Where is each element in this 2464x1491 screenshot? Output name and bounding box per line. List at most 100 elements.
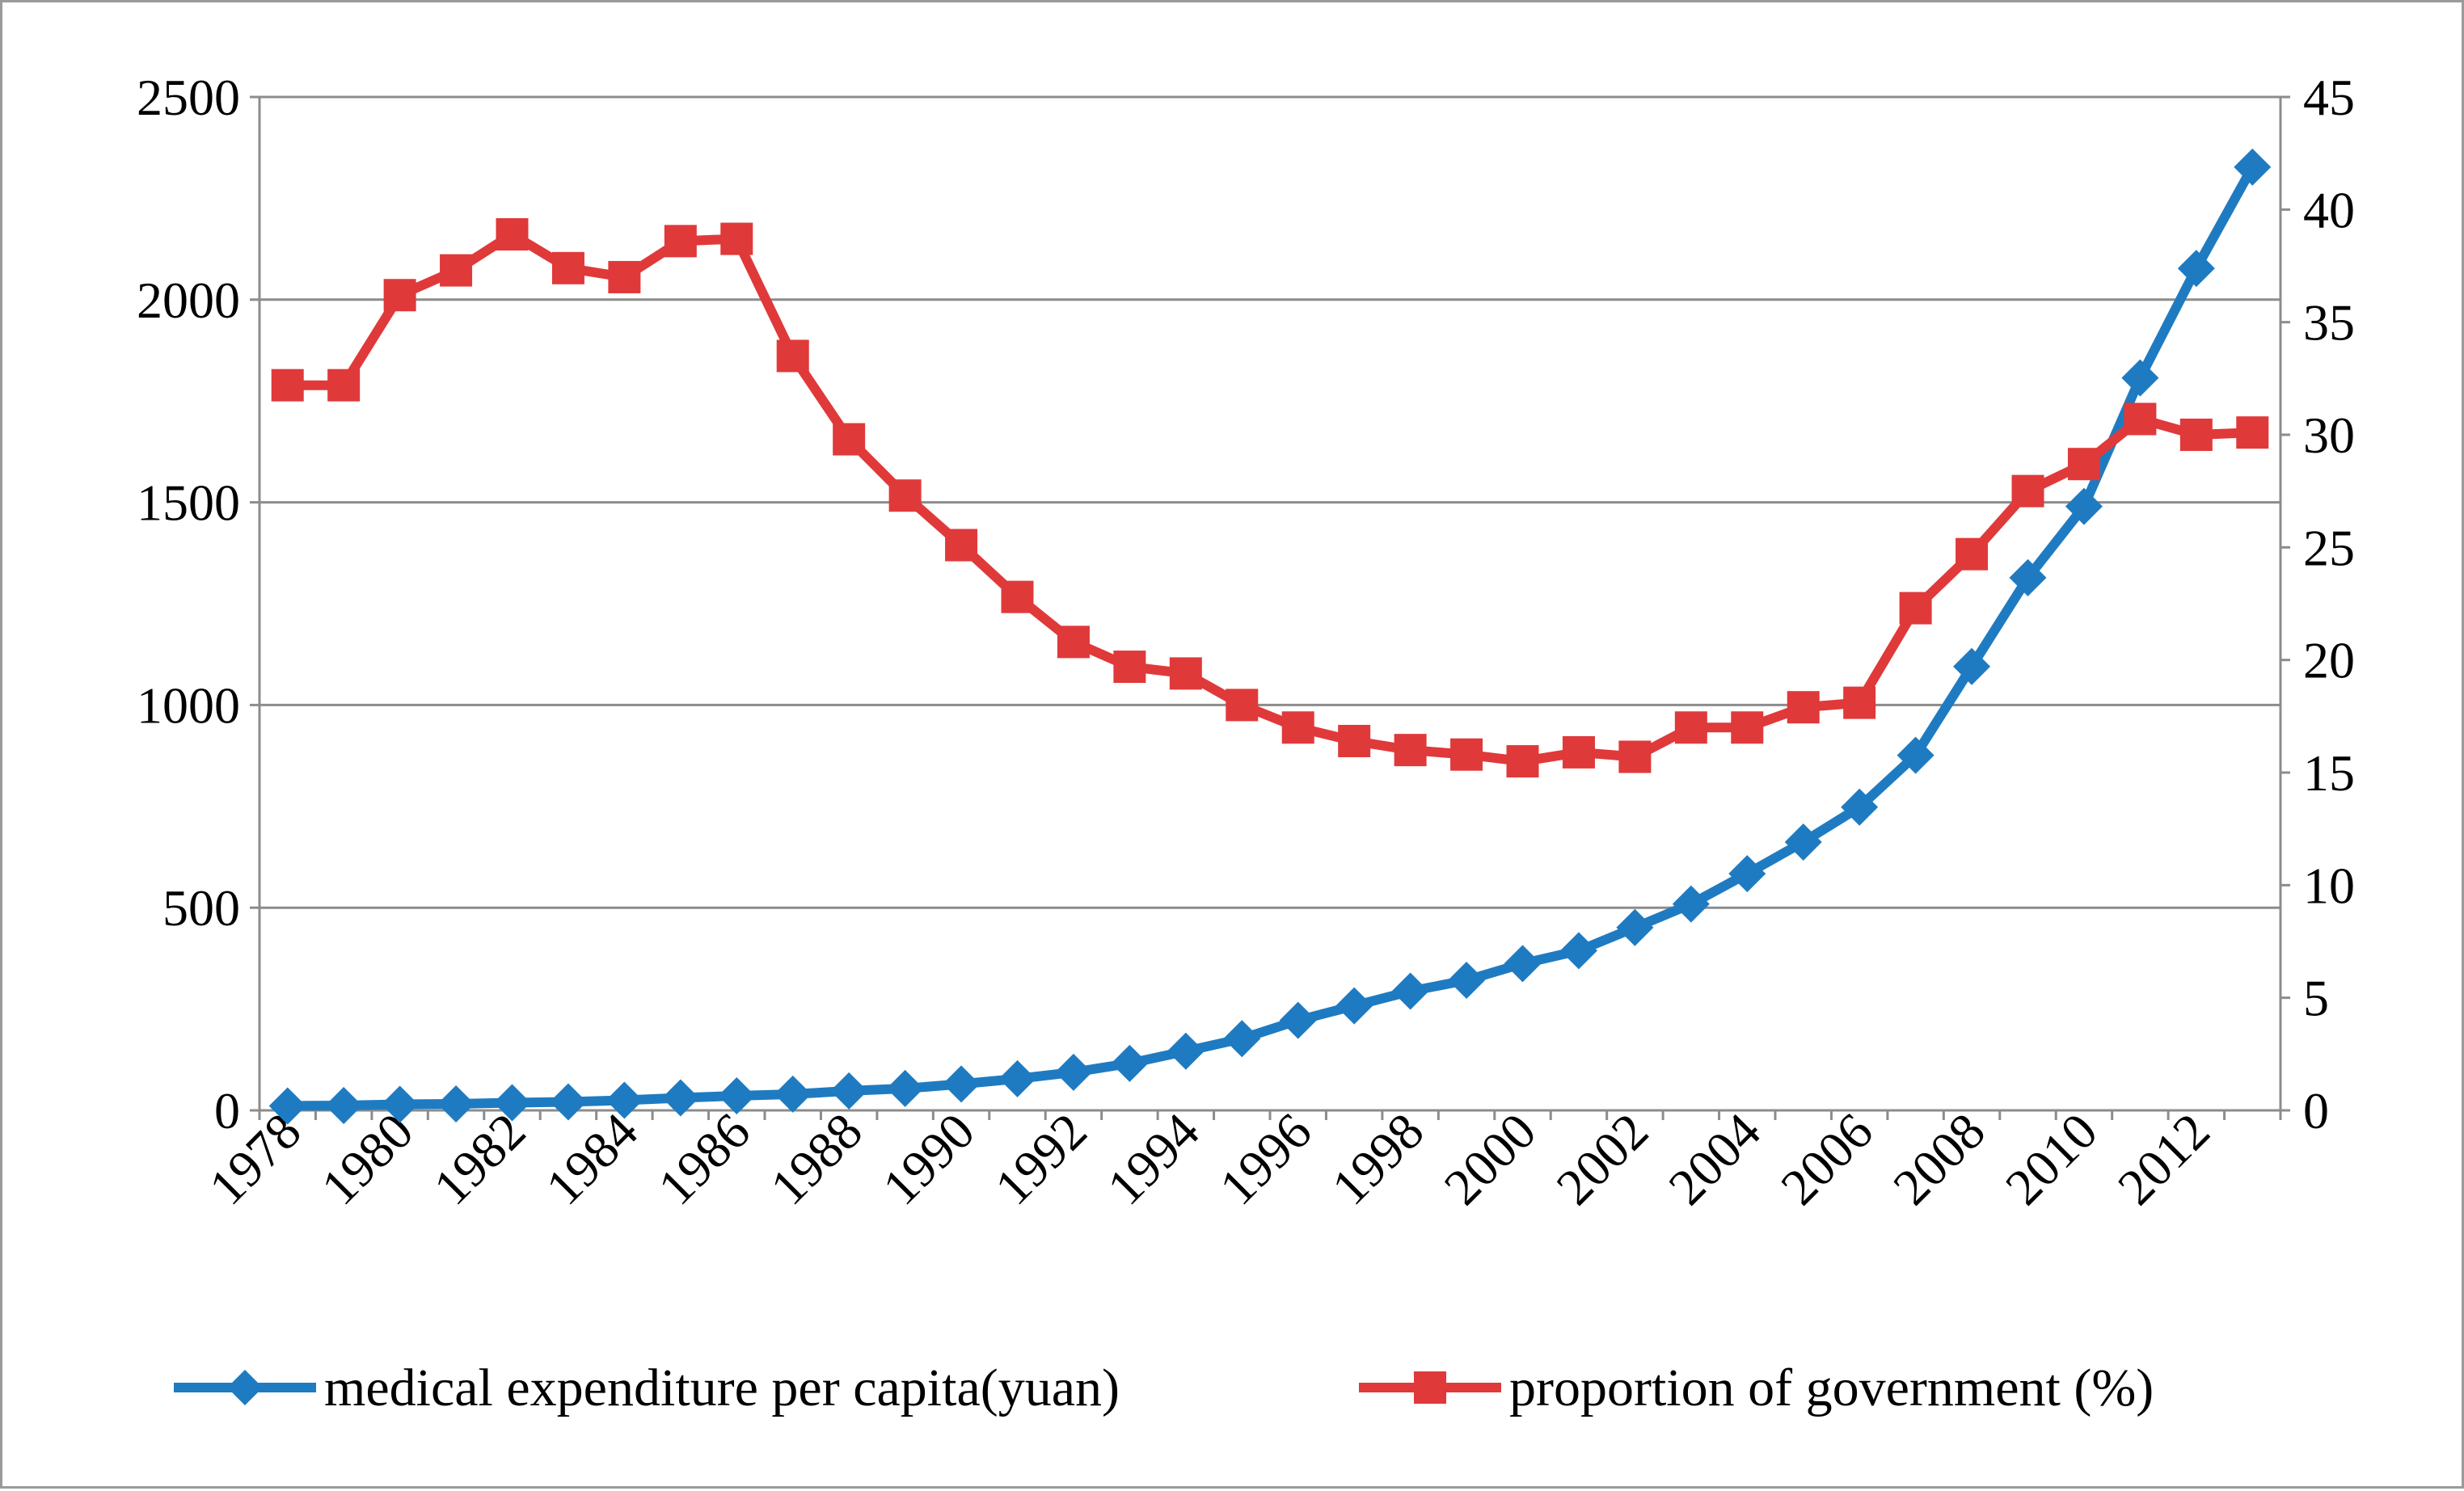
data-point-diamond [1504, 945, 1542, 983]
data-point-square [608, 260, 641, 293]
data-point-diamond [1728, 855, 1766, 893]
data-point-square [1674, 711, 1707, 744]
x-tick-label: 1984 [535, 1102, 649, 1216]
y-right-tick-label: 40 [2303, 181, 2355, 238]
data-point-diamond [2234, 148, 2272, 186]
series-line [287, 164, 2257, 1111]
data-point-diamond [268, 1087, 306, 1125]
data-point-square [440, 254, 473, 287]
data-point-square [496, 217, 529, 251]
data-point-diamond [1672, 885, 1710, 923]
series-layer [268, 148, 2272, 1125]
x-tick-label: 1990 [871, 1102, 985, 1216]
data-point-square [1899, 592, 1932, 625]
x-tick-label: 1980 [310, 1102, 424, 1216]
legend-label-expenditure: medical expenditure per capita(yuan) [324, 1358, 1120, 1417]
data-point-square [2011, 474, 2044, 508]
x-tick-label: 1998 [1321, 1102, 1435, 1216]
data-point-diamond [718, 1076, 756, 1114]
data-point-square [1506, 745, 1539, 778]
data-point-square [2067, 448, 2100, 481]
legend-label-government: proportion of government (%) [1509, 1358, 2154, 1417]
data-point-diamond [2121, 359, 2159, 397]
series-government [271, 217, 2269, 778]
data-point-square [1787, 691, 1820, 724]
x-tick-label: 2010 [1994, 1102, 2108, 1216]
legend: medical expenditure per capita(yuan) pro… [174, 1358, 2154, 1417]
data-point-square [945, 529, 978, 562]
y-right-tick-label: 30 [2303, 406, 2355, 464]
y-left-tick-label: 2000 [137, 272, 240, 329]
data-point-square [271, 369, 304, 402]
x-tick-label: 2000 [1433, 1102, 1547, 1216]
data-point-diamond [1335, 987, 1373, 1025]
plot-area [258, 95, 2282, 1112]
data-point-diamond [605, 1081, 643, 1119]
data-point-diamond [661, 1079, 699, 1117]
x-tick-label: 2002 [1546, 1102, 1660, 1216]
legend-item-government: proportion of government (%) [1359, 1358, 2154, 1417]
data-point-square [1843, 686, 1876, 719]
x-tick-label: 1982 [423, 1102, 537, 1216]
axes [258, 97, 2282, 1112]
series-expenditure [268, 148, 2272, 1125]
x-tick-label: 2008 [1882, 1102, 1996, 1216]
data-point-square [776, 339, 809, 373]
data-point-diamond [886, 1069, 924, 1107]
data-point-square [1731, 711, 1764, 744]
data-point-diamond [774, 1075, 812, 1113]
data-point-diamond [1841, 788, 1879, 826]
x-tick-label: 1986 [647, 1102, 761, 1216]
data-point-square [1618, 740, 1652, 773]
x-tick-label: 2004 [1657, 1102, 1771, 1216]
y-axis-right-ticks: 0 5 10 15 20 25 30 35 40 45 [2280, 69, 2355, 1139]
y-right-tick-label: 45 [2303, 69, 2355, 126]
data-point-square [2236, 416, 2269, 449]
y-left-tick-label: 0 [214, 1082, 240, 1139]
x-tick-label: 1996 [1209, 1102, 1323, 1216]
data-point-square [1450, 738, 1483, 771]
x-tick-label: 1994 [1096, 1102, 1210, 1216]
data-point-diamond [943, 1065, 981, 1103]
data-point-diamond [2009, 558, 2047, 596]
legend-item-expenditure: medical expenditure per capita(yuan) [174, 1358, 1120, 1417]
data-point-diamond [998, 1059, 1036, 1097]
data-point-diamond [1559, 932, 1597, 970]
data-point-diamond [1784, 823, 1822, 861]
data-point-diamond [1111, 1044, 1149, 1082]
data-point-square [833, 423, 866, 456]
x-tick-label: 1992 [984, 1102, 1098, 1216]
y-left-tick-label: 1500 [137, 474, 240, 532]
grid-lines [259, 95, 2280, 909]
data-point-diamond [2177, 250, 2215, 288]
y-right-tick-label: 5 [2303, 970, 2329, 1027]
y-right-tick-label: 20 [2303, 632, 2355, 689]
data-point-diamond [549, 1083, 587, 1121]
data-point-square [383, 279, 416, 312]
data-point-diamond [1953, 647, 1991, 685]
legend-marker-square [1414, 1371, 1446, 1404]
x-tick-label: 1988 [759, 1102, 873, 1216]
data-point-square [2124, 402, 2157, 436]
data-point-square [1001, 580, 1034, 613]
data-point-diamond [1167, 1032, 1205, 1070]
y-right-tick-label: 25 [2303, 519, 2355, 576]
data-point-square [327, 369, 361, 402]
y-right-tick-label: 15 [2303, 744, 2355, 802]
data-point-diamond [2065, 487, 2103, 525]
y-left-tick-label: 2500 [137, 69, 240, 126]
data-point-square [1562, 735, 1595, 769]
data-point-square [1226, 689, 1259, 722]
data-point-square [1113, 651, 1146, 684]
data-point-diamond [381, 1085, 419, 1123]
data-point-diamond [1616, 908, 1654, 946]
data-point-square [664, 225, 697, 258]
data-point-square [1057, 625, 1090, 659]
data-point-diamond [1391, 972, 1429, 1010]
data-point-diamond [437, 1085, 475, 1122]
y-right-tick-label: 0 [2303, 1082, 2329, 1139]
data-point-diamond [1223, 1020, 1261, 1058]
data-point-diamond [830, 1072, 868, 1110]
